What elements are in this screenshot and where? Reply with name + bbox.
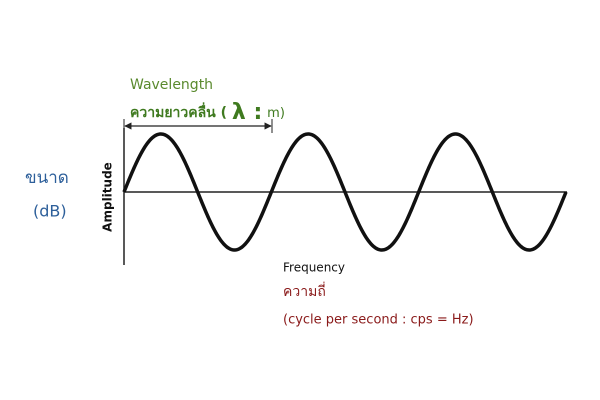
frequency-unit: (cycle per second : cps = Hz) bbox=[283, 313, 474, 328]
amplitude-axis-label: Amplitude bbox=[101, 162, 115, 232]
frequency-axis-label: Frequency bbox=[283, 261, 345, 275]
amplitude-thai: ขนาด bbox=[25, 168, 69, 188]
sine-wave bbox=[122, 132, 568, 252]
wavelength-thai-text: ความยาวคลื่น ( bbox=[130, 102, 227, 121]
wavelength-unit: m) bbox=[267, 106, 285, 121]
wavelength-thai: ความยาวคลื่น ( λ : m) bbox=[130, 100, 285, 125]
amplitude-unit: (dB) bbox=[33, 202, 67, 221]
frequency-thai: ความถี่ bbox=[283, 282, 326, 300]
wavelength-label: Wavelength bbox=[130, 77, 213, 93]
wavelength-symbol: λ : bbox=[232, 100, 262, 125]
